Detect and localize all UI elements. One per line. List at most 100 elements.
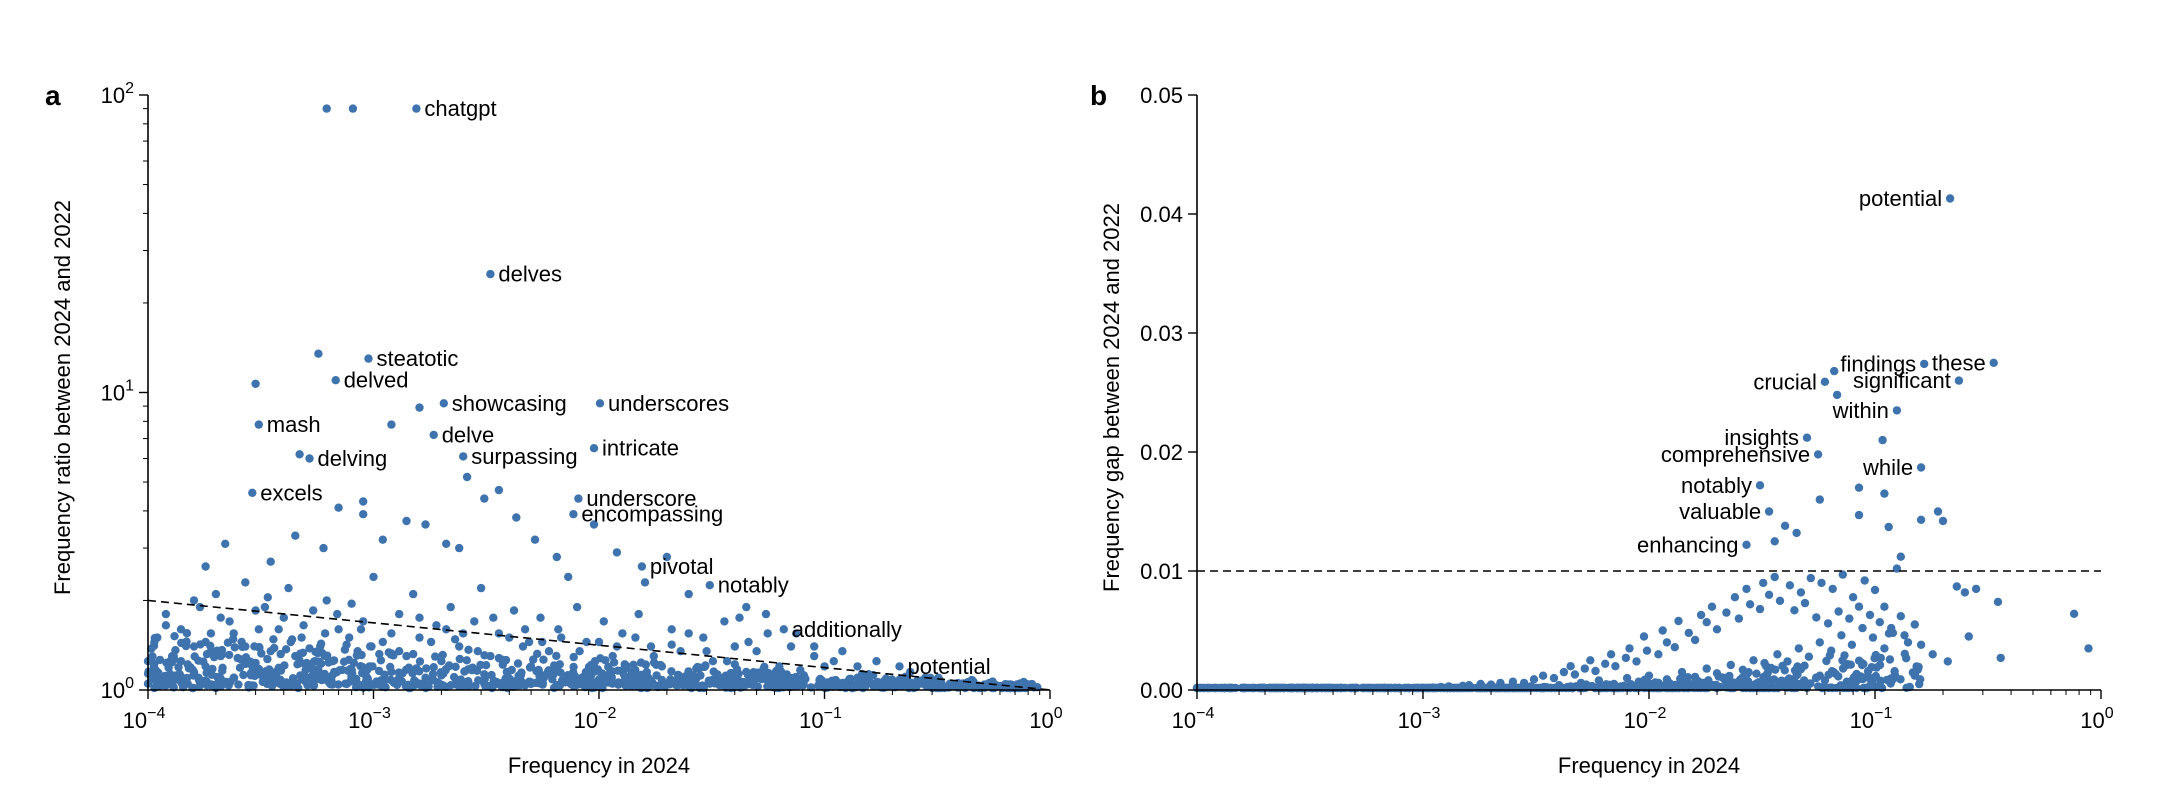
scatter-point [2084,644,2093,653]
cloud-point [279,613,288,622]
y-tick-label: 0.01 [1140,559,1183,584]
cloud-point [689,678,698,687]
cloud-point [188,665,197,675]
scatter-point [810,642,819,651]
cloud-point [162,658,171,667]
cloud-point [254,668,263,677]
cloud-point [462,656,471,665]
scatter-point [1971,584,1981,594]
cloud-point [1773,650,1782,659]
cloud-point [356,625,366,634]
panel-b-points [1192,194,2093,693]
cloud-point [1601,659,1610,668]
cloud-point [1765,678,1774,688]
cloud-point [696,671,705,680]
cloud-point [673,670,683,680]
cloud-point [550,661,559,670]
cloud-point [1828,584,1837,594]
cloud-point [1780,666,1790,675]
cloud-point [912,678,921,687]
cloud-point [1524,683,1534,693]
cloud-point [276,666,286,675]
cloud-point [386,662,395,672]
cloud-point [1579,683,1588,693]
cloud-point [270,643,279,653]
panel-a-y-axis-title: Frequency ratio between 2024 and 2022 [50,200,75,595]
cloud-point [1725,671,1734,681]
cloud-point [1213,683,1223,693]
cloud-point [1500,683,1509,693]
cloud-point [402,651,411,661]
cloud-point [155,655,165,665]
cloud-point [309,606,318,615]
cloud-point [799,679,808,689]
cloud-point [1570,670,1580,679]
cloud-point [489,613,498,622]
cloud-point [422,679,431,689]
cloud-point [1793,662,1802,671]
cloud-point [525,663,535,672]
cloud-point [1875,618,1885,627]
cloud-point [552,651,561,661]
cloud-point [509,606,519,615]
cloud-point [219,678,228,687]
cloud-point [276,649,285,659]
cloud-point [202,650,212,659]
cloud-point [1760,658,1769,668]
cloud-point [148,652,157,661]
cloud-point [732,665,742,674]
cloud-point [1677,667,1687,677]
cloud-point [1492,683,1501,693]
word-label-potential: potential [1859,186,1942,211]
cloud-point [1798,678,1808,688]
cloud-point [1792,671,1801,680]
word-label-enhancing: enhancing [1637,532,1739,557]
cloud-point [1875,660,1885,670]
word-label-chatgpt: chatgpt [424,96,496,121]
cloud-point [1903,638,1913,647]
labeled-point-delved [331,376,340,385]
cloud-point [1871,650,1881,660]
cloud-point [1711,682,1720,692]
y-tick-label: 0.04 [1140,202,1183,227]
cloud-point [1790,606,1799,615]
cloud-point [230,643,239,652]
cloud-point [1865,610,1875,620]
cloud-point [395,609,404,619]
cloud-point [845,674,854,684]
cloud-point [536,613,545,622]
cloud-point [959,682,968,691]
word-label-delving: delving [318,446,388,471]
scatter-point [421,520,430,529]
cloud-point [415,667,424,676]
cloud-point [376,656,386,665]
cloud-point [1538,671,1548,680]
cloud-point [1027,679,1037,689]
cloud-point [1683,673,1693,682]
cloud-point [422,664,431,673]
cloud-point [1742,584,1751,594]
cloud-point [366,642,375,651]
cloud-point [1726,660,1736,670]
cloud-point [1707,602,1717,611]
cloud-point [1654,683,1664,693]
cloud-point [415,613,424,622]
cloud-point [693,662,702,672]
cloud-point [1603,683,1612,693]
cloud-point [1619,681,1629,690]
word-label-crucial: crucial [1753,369,1817,394]
cloud-point [225,617,234,626]
cloud-point [642,667,651,677]
labeled-point-within [1892,406,1902,415]
x-tick-label: 10−3 [348,705,391,733]
cloud-point [298,672,307,681]
scatter-point [1780,521,1790,530]
cloud-point [476,583,486,593]
scatter-point [662,552,672,562]
scatter-point [792,629,801,638]
cloud-point [1630,682,1639,691]
labeled-point-delves [486,269,495,279]
cloud-point [608,651,617,661]
x-tick-label: 10−1 [1850,705,1893,733]
cloud-point [1792,683,1801,693]
